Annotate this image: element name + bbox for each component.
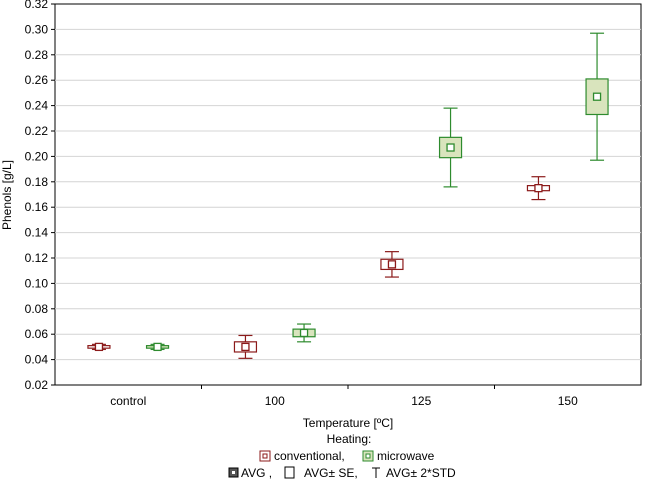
legend-std-icon	[372, 467, 380, 478]
y-axis-title: Phenols [g/L]	[0, 160, 14, 230]
box-microwave-control	[145, 342, 170, 352]
x-tick-label: 125	[411, 394, 431, 408]
box-microwave-125	[438, 107, 463, 188]
y-tick-label: 0.12	[25, 251, 49, 265]
avg-marker	[94, 342, 104, 352]
y-tick-label: 0.18	[25, 175, 49, 189]
box-conventional-100	[233, 334, 258, 359]
y-tick-label: 0.24	[25, 99, 49, 113]
legend-conventional-marker-inner	[262, 453, 268, 459]
y-tick-label: 0.20	[25, 149, 49, 163]
legend-microwave-marker-inner	[365, 453, 371, 459]
box-microwave-100	[292, 323, 316, 343]
y-tick-label: 0.28	[25, 48, 49, 62]
y-tick-label: 0.32	[25, 0, 49, 11]
avg-marker	[534, 183, 543, 193]
box-conventional-150	[526, 176, 551, 201]
avg-marker	[153, 342, 162, 352]
box-conventional-125	[380, 251, 404, 278]
y-tick-label: 0.04	[25, 353, 49, 367]
avg-marker	[241, 342, 250, 352]
x-tick-label: 100	[265, 394, 285, 408]
avg-marker	[387, 260, 397, 269]
box-microwave-150	[585, 32, 609, 161]
y-tick-label: 0.08	[25, 302, 49, 316]
x-axis-title: Temperature [ºC]	[303, 416, 393, 430]
y-tick-label: 0.22	[25, 124, 49, 138]
legend: Heating: conventional, microwave AVG , A…	[228, 432, 456, 480]
legend-title: Heating:	[327, 432, 372, 446]
y-tick-label: 0.06	[25, 327, 49, 341]
avg-marker	[446, 143, 455, 152]
box-series	[87, 32, 609, 359]
legend-microwave-label: microwave	[377, 449, 435, 463]
avg-marker	[299, 328, 309, 338]
plot-area	[54, 3, 642, 386]
legend-se-label: AVG± SE,	[304, 466, 358, 480]
grid-lines	[55, 28, 641, 361]
legend-conventional-label: conventional,	[274, 449, 345, 463]
box-conventional-control	[87, 342, 111, 352]
legend-se-icon	[284, 466, 295, 479]
legend-avg-icon-inner	[232, 471, 235, 474]
x-tick-label: 150	[558, 394, 578, 408]
avg-marker	[592, 92, 602, 101]
y-tick-label: 0.14	[25, 226, 49, 240]
y-axis: 0.02 0.04 0.06 0.08 0.10 0.12 0.14 0.16 0.18 0.20…	[25, 0, 55, 392]
legend-std-label: AVG± 2*STD	[386, 466, 456, 480]
x-tick-label: control	[110, 394, 146, 408]
y-tick-label: 0.30	[25, 22, 49, 36]
y-tick-label: 0.16	[25, 200, 49, 214]
y-tick-label: 0.02	[25, 378, 49, 392]
legend-avg-label: AVG ,	[241, 466, 272, 480]
x-axis: control 100 125 150	[110, 385, 578, 408]
y-tick-label: 0.10	[25, 276, 49, 290]
y-tick-label: 0.26	[25, 73, 49, 87]
